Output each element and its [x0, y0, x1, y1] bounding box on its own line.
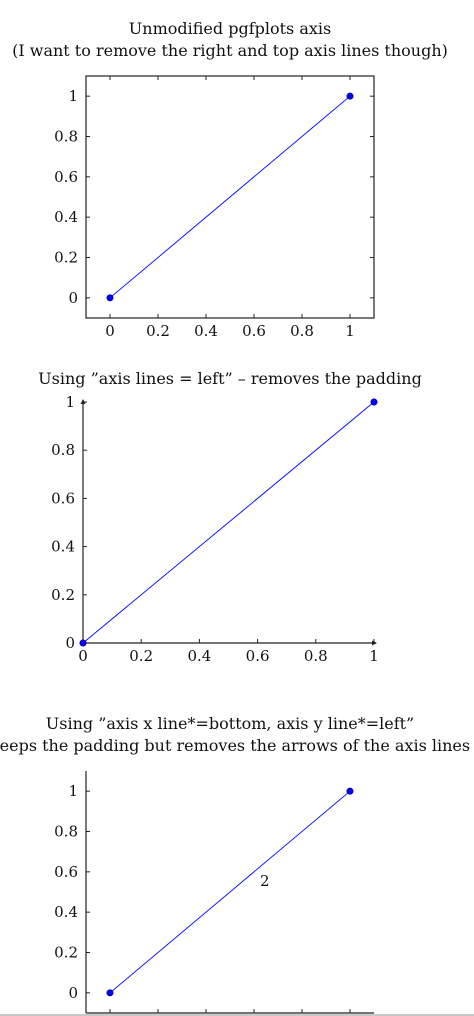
y-tick-label: 0: [65, 634, 75, 652]
chart-title-line: (I want to remove the right and top axis…: [12, 41, 448, 60]
y-tick-label: 0.2: [51, 586, 75, 604]
x-tick-label: 0.2: [146, 322, 170, 340]
y-tick-label: 0.4: [51, 538, 75, 556]
y-tick-label: 1: [68, 782, 78, 800]
chart-unmodified-axis: Unmodified pgfplots axis (I want to remov…: [12, 19, 448, 340]
x-tick-label: 0: [105, 322, 115, 340]
y-tick-label: 0.6: [51, 489, 75, 507]
x-tick-label: 1: [369, 647, 379, 665]
chart-title-line: Using ”axis x line*=bottom, axis y line*…: [46, 714, 414, 733]
x-tick-label: 0.8: [304, 647, 328, 665]
chart-axis-line-star: Using ”axis x line*=bottom, axis y line*…: [0, 714, 470, 1014]
chart-title-line: Unmodified pgfplots axis: [129, 19, 331, 38]
y-tick-label: 0.6: [54, 863, 78, 881]
series-line: [109, 790, 351, 994]
y-tick-label: 0: [68, 984, 78, 1002]
line-annotation-label: 2: [260, 872, 270, 890]
chart-title-line: Using ”axis lines = left” – removes the …: [38, 369, 422, 388]
y-tick-label: 0.2: [54, 944, 78, 962]
y-tick-label: 1: [65, 393, 75, 411]
axis-box: [85, 75, 375, 319]
chart-title-line: keeps the padding but removes the arrows…: [0, 736, 470, 755]
x-tick-label: 0.4: [194, 322, 218, 340]
series-line: [82, 401, 375, 644]
y-tick-label: 0.8: [51, 441, 75, 459]
y-tick-label: 0.8: [54, 823, 78, 841]
x-tick-label: 0: [78, 647, 88, 665]
y-tick-label: 0.4: [54, 903, 78, 921]
x-tick-label: 0.4: [187, 647, 211, 665]
x-tick-label: 0.6: [246, 647, 270, 665]
y-tick-label: 0.6: [54, 168, 78, 186]
x-tick-label: 0.6: [242, 322, 266, 340]
data-point-marker: [370, 398, 378, 406]
y-tick-label: 0.8: [54, 128, 78, 146]
x-tick-label: 1: [345, 322, 355, 340]
x-tick-label: 0.2: [129, 647, 153, 665]
data-point-marker: [79, 639, 87, 647]
data-point-marker: [346, 787, 354, 795]
x-tick-label: 0.8: [290, 322, 314, 340]
y-tick-label: 0.4: [54, 208, 78, 226]
data-point-marker: [346, 92, 354, 100]
y-tick-label: 1: [68, 87, 78, 105]
y-tick-label: 0.2: [54, 249, 78, 267]
y-tick-label: 0: [68, 289, 78, 307]
data-point-marker: [106, 989, 114, 997]
series-line: [109, 95, 351, 299]
data-point-marker: [106, 294, 114, 302]
chart-axis-lines-left: Using ”axis lines = left” – removes the …: [38, 369, 422, 665]
